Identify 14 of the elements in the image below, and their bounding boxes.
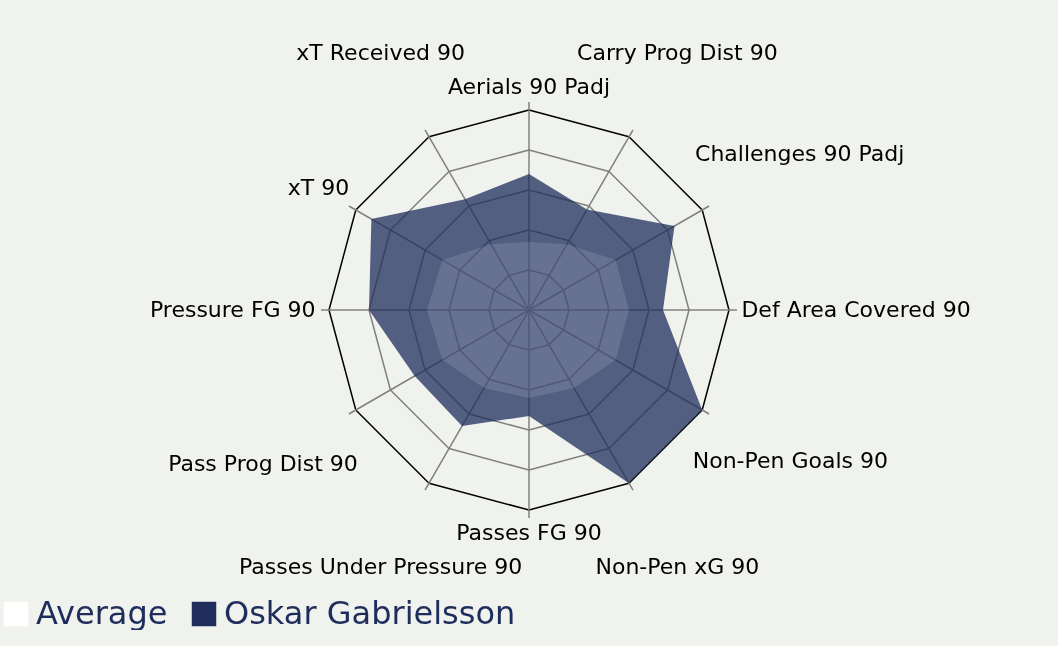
spoke-label: Pressure FG 90 — [149, 297, 316, 322]
legend-label: Oskar Gabrielsson — [224, 594, 516, 632]
spoke-label: Aerials 90 Padj — [447, 74, 611, 99]
spoke-label: Non-Pen xG 90 — [595, 554, 760, 579]
spoke-label: Passes FG 90 — [456, 520, 602, 545]
spoke-label: Passes Under Pressure 90 — [239, 554, 523, 579]
legend-label: Average — [36, 594, 168, 632]
spoke-label: Def Area Covered 90 — [741, 297, 971, 322]
spoke-label: Carry Prog Dist 90 — [577, 40, 778, 65]
spoke-label: Pass Prog Dist 90 — [168, 450, 358, 476]
spoke-label: Challenges 90 Padj — [695, 140, 905, 166]
spoke-label: Non-Pen Goals 90 — [692, 447, 889, 473]
spoke-label: xT 90 — [287, 175, 350, 201]
spoke-label: xT Received 90 — [296, 40, 465, 65]
